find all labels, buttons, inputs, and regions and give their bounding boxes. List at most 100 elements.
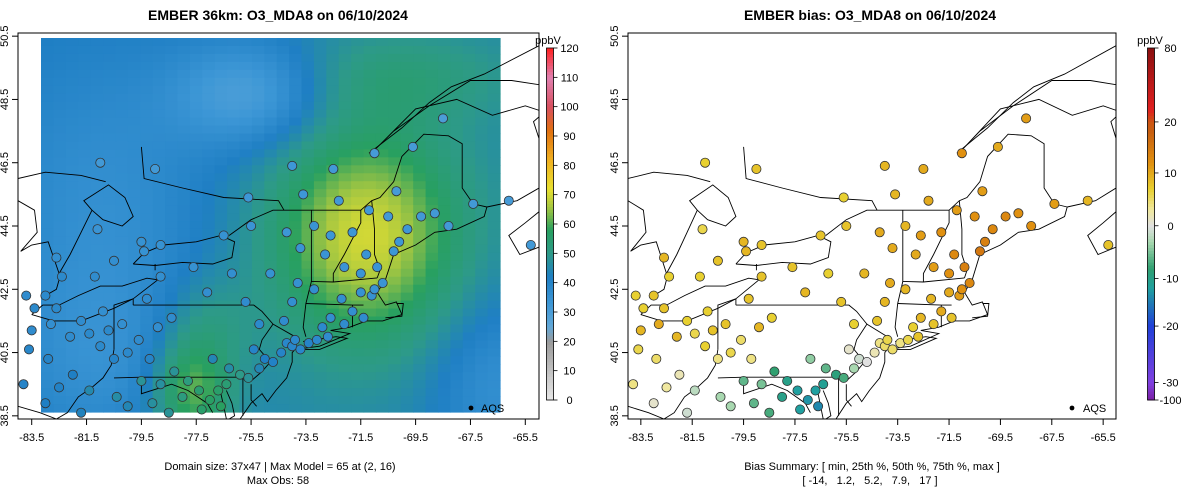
station-marker <box>887 243 898 254</box>
station-marker <box>725 347 736 358</box>
grid-cell <box>65 85 79 95</box>
grid-cell <box>53 101 67 111</box>
station-marker <box>944 287 955 298</box>
station-marker <box>503 195 514 206</box>
station-marker <box>402 224 413 235</box>
grid-cell <box>165 133 179 143</box>
grid-cell <box>189 101 203 111</box>
x-tick-label: -75.5 <box>239 432 264 444</box>
grid-cell <box>351 316 365 326</box>
grid-cell <box>41 205 55 214</box>
grid-cell <box>487 149 501 158</box>
grid-cell <box>214 324 228 334</box>
grid-cell <box>388 380 402 389</box>
colorbar-segment <box>1147 356 1155 360</box>
grid-cell <box>239 61 253 71</box>
colorbar-segment <box>1147 194 1155 199</box>
grid-cell <box>400 141 414 151</box>
grid-cell <box>177 38 191 47</box>
grid-cell <box>276 236 290 246</box>
grid-cell <box>227 101 241 111</box>
station-marker <box>659 303 670 314</box>
station-marker <box>1021 113 1032 124</box>
grid-cell <box>276 404 290 413</box>
grid-cell <box>177 340 191 349</box>
colorbar-segment <box>546 185 554 190</box>
grid-cell <box>437 364 451 373</box>
grid-cell <box>425 340 439 349</box>
grid-cell <box>388 292 402 302</box>
grid-cell <box>289 85 303 95</box>
grid-cell <box>351 348 365 357</box>
grid-cell <box>375 205 389 214</box>
grid-cell <box>437 396 451 405</box>
grid-cell <box>65 133 79 143</box>
colorbar-tick-label: 70 <box>563 190 575 202</box>
grid-cell <box>227 53 241 63</box>
station-marker <box>633 344 644 355</box>
grid-cell <box>177 101 191 111</box>
grid-cell <box>375 364 389 373</box>
colorbar-segment <box>546 221 554 225</box>
grid-cell <box>227 284 241 294</box>
grid-cell <box>152 117 166 127</box>
colorbar-segment <box>546 276 554 281</box>
grid-cell <box>152 109 166 119</box>
grid-cell <box>189 53 203 63</box>
left-panel: EMBER 36km: O3_MDA8 on 06/10/2024 AQS -8… <box>0 7 579 487</box>
grid-cell <box>103 252 117 262</box>
colorbar-segment <box>1147 259 1155 263</box>
colorbar-segment <box>1147 238 1155 243</box>
grid-cell <box>400 284 414 294</box>
grid-cell <box>41 221 55 230</box>
grid-cell <box>65 292 79 302</box>
colorbar-segment <box>1147 180 1155 184</box>
grid-cell <box>351 93 365 103</box>
grid-cell <box>388 53 402 63</box>
grid-cell <box>78 396 92 405</box>
grid-cell <box>53 244 67 254</box>
grid-cell <box>437 125 451 135</box>
grid-cell <box>375 133 389 143</box>
grid-cell <box>400 189 414 198</box>
grid-cell <box>90 356 104 365</box>
grid-cell <box>227 197 241 206</box>
grid-cell <box>313 189 327 198</box>
map-outline <box>371 200 381 279</box>
colorbar-segment <box>1147 391 1155 395</box>
grid-cell <box>475 364 489 373</box>
grid-cell <box>375 61 389 71</box>
grid-cell <box>363 38 377 47</box>
colorbar-segment <box>546 92 554 96</box>
grid-cell <box>251 340 265 349</box>
grid-cell <box>41 340 55 349</box>
grid-cell <box>351 205 365 214</box>
grid-cell <box>487 38 501 47</box>
grid-cell <box>413 165 427 174</box>
grid-cell <box>214 221 228 230</box>
grid-cell <box>227 157 241 166</box>
grid-cell <box>90 45 104 55</box>
grid-cell <box>90 38 104 47</box>
grid-cell <box>264 300 278 310</box>
grid-cell <box>165 173 179 182</box>
grid-cell <box>152 189 166 198</box>
grid-cell <box>375 125 389 135</box>
grid-cell <box>351 181 365 190</box>
grid-cell <box>264 181 278 190</box>
grid-cell <box>462 396 476 405</box>
colorbar-segment <box>1147 191 1155 196</box>
grid-cell <box>264 77 278 87</box>
grid-cell <box>202 348 216 357</box>
grid-cell <box>90 101 104 111</box>
colorbar-segment <box>1147 221 1155 225</box>
grid-cell <box>41 109 55 119</box>
colorbar-segment <box>546 121 554 125</box>
grid-cell <box>475 404 489 413</box>
grid-cell <box>450 213 464 222</box>
grid-cell <box>53 221 67 230</box>
station-marker <box>638 303 649 314</box>
colorbar-segment <box>546 364 554 369</box>
grid-cell <box>375 356 389 365</box>
colorbar-tick-label: 10 <box>1164 168 1176 180</box>
